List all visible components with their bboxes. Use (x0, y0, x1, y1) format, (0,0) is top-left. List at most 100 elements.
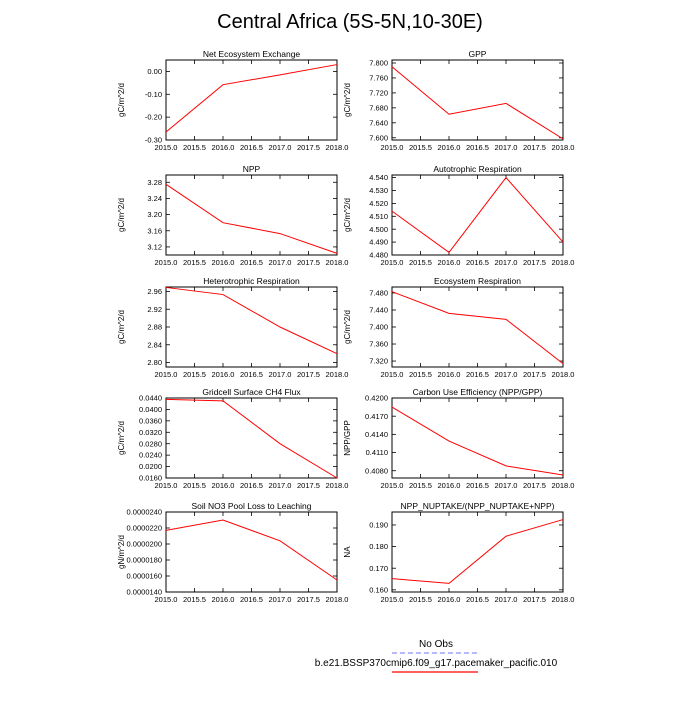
y-axis-label: gN/m^2/d (117, 535, 126, 569)
figure-title: Central Africa (5S-5N,10-30E) (217, 11, 483, 33)
series-line-1 (165, 286, 338, 355)
x-tick-label: 2015.0 (381, 481, 404, 490)
y-tick-label: 7.680 (369, 103, 388, 112)
y-axis-label: gC/m^2/d (117, 83, 126, 117)
x-tick-label: 2015.5 (409, 258, 432, 267)
x-tick-label: 2016.5 (466, 481, 489, 490)
y-tick-label: 0.0240 (139, 451, 162, 460)
y-tick-label: 2.84 (147, 340, 162, 349)
x-tick-label: 2016.0 (212, 481, 235, 490)
x-tick-label: 2015.0 (155, 370, 178, 379)
y-tick-label: 0.0000180 (127, 556, 162, 565)
y-axis-label: gC/m^2/d (343, 310, 352, 344)
y-axis-label: gC/m^2/d (117, 421, 126, 455)
x-tick-label: 2017.0 (269, 481, 292, 490)
y-tick-label: 0.180 (369, 542, 388, 551)
y-tick-label: 0.190 (369, 521, 388, 530)
y-tick-label: 7.720 (369, 88, 388, 97)
x-tick-label: 2015.5 (409, 481, 432, 490)
x-tick-label: 2015.0 (381, 258, 404, 267)
x-tick-label: 2016.0 (438, 481, 461, 490)
x-tick-label: 2018.0 (326, 481, 349, 490)
series-line-1 (391, 291, 564, 364)
y-tick-label: 3.28 (147, 178, 162, 187)
y-axis-label: NPP/GPP (343, 420, 352, 456)
x-tick-label: 2015.5 (183, 258, 206, 267)
y-tick-label: 7.800 (369, 59, 388, 68)
y-tick-label: 0.0160 (139, 474, 162, 483)
x-tick-label: 2015.0 (155, 143, 178, 152)
x-tick-label: 2018.0 (326, 595, 349, 604)
y-tick-label: 0.4170 (365, 412, 388, 421)
x-tick-label: 2015.0 (381, 370, 404, 379)
x-tick-label: 2017.0 (269, 595, 292, 604)
x-tick-label: 2017.0 (495, 143, 518, 152)
x-tick-label: 2017.0 (269, 370, 292, 379)
x-tick-label: 2016.0 (212, 143, 235, 152)
y-tick-label: 0.0000220 (127, 524, 162, 533)
y-axis-label: NA (343, 546, 352, 558)
x-tick-label: 2016.0 (212, 370, 235, 379)
x-tick-label: 2016.5 (466, 258, 489, 267)
chart-panel-7: Gridcell Surface CH4 Flux 2015.0 2015.5 201… (117, 387, 348, 490)
y-axis-label: gC/m^2/d (117, 310, 126, 344)
y-tick-label: 3.12 (147, 243, 162, 252)
x-tick-label: 2015.0 (155, 481, 178, 490)
chart-panel-10: NPP_NUPTAKE/(NPP_NUPTAKE+NPP) 2015.0 2015.… (343, 501, 574, 604)
plot-frame (165, 511, 338, 593)
y-tick-label: 0.0280 (139, 439, 162, 448)
chart-panel-5: Heterotrophic Respiration 2015.0 2015.5 201… (117, 276, 348, 379)
x-tick-label: 2016.0 (212, 595, 235, 604)
x-tick-label: 2017.5 (297, 481, 320, 490)
x-tick-label: 2016.0 (438, 258, 461, 267)
y-tick-label: 2.80 (147, 358, 162, 367)
y-tick-label: 3.20 (147, 210, 162, 219)
x-tick-label: 2015.5 (409, 595, 432, 604)
panel-grid: Net Ecosystem Exchange 2015.0 2015.5 2016.0… (117, 49, 574, 604)
y-tick-label: 7.480 (369, 289, 388, 298)
plot-frame (165, 286, 338, 368)
x-tick-label: 2018.0 (552, 143, 575, 152)
y-tick-label: 2.92 (147, 305, 162, 314)
y-tick-label: 0.0200 (139, 462, 162, 471)
y-tick-label: 0.4200 (365, 394, 388, 403)
x-tick-label: 2018.0 (326, 143, 349, 152)
chart-panel-2: GPP 2015.0 2015.5 2016.0 2016.5 2017.0 2017.5 2… (343, 49, 574, 152)
x-tick-label: 2018.0 (326, 370, 349, 379)
panel-title: Ecosystem Respiration (434, 276, 521, 286)
x-tick-label: 2017.5 (523, 258, 546, 267)
y-tick-label: 7.360 (369, 340, 388, 349)
y-tick-label: 0.0320 (139, 428, 162, 437)
x-tick-label: 2018.0 (552, 258, 575, 267)
y-tick-label: 4.510 (369, 212, 388, 221)
x-tick-label: 2015.0 (381, 143, 404, 152)
y-tick-label: 4.500 (369, 225, 388, 234)
x-tick-label: 2015.5 (183, 481, 206, 490)
x-tick-label: 2017.0 (495, 481, 518, 490)
x-tick-label: 2016.5 (240, 595, 263, 604)
panel-title: Carbon Use Efficiency (NPP/GPP) (413, 387, 543, 397)
x-tick-label: 2016.0 (438, 370, 461, 379)
series-line-1 (391, 176, 564, 254)
series-line-1 (165, 398, 338, 479)
y-tick-label: 2.88 (147, 323, 162, 332)
x-tick-label: 2016.5 (466, 370, 489, 379)
plot-frame (165, 59, 338, 141)
chart-panel-8: Carbon Use Efficiency (NPP/GPP) 2015.0 201… (343, 387, 574, 490)
y-tick-label: 7.760 (369, 74, 388, 83)
series-line-1 (391, 519, 564, 584)
y-tick-label: 2.96 (147, 287, 162, 296)
y-tick-label: 0.0000200 (127, 540, 162, 549)
plot-frame (165, 397, 338, 479)
chart-panel-1: Net Ecosystem Exchange 2015.0 2015.5 2016.0… (117, 49, 348, 152)
y-tick-label: 4.540 (369, 173, 388, 182)
y-tick-label: -0.20 (145, 113, 162, 122)
chart-panel-3: NPP 2015.0 2015.5 2016.0 2016.5 2017.0 2017.5 2… (117, 164, 348, 267)
y-tick-label: 0.0000160 (127, 572, 162, 581)
y-tick-label: 0.0000240 (127, 508, 162, 517)
x-tick-label: 2015.5 (409, 370, 432, 379)
x-tick-label: 2016.5 (466, 143, 489, 152)
x-tick-label: 2017.0 (269, 143, 292, 152)
